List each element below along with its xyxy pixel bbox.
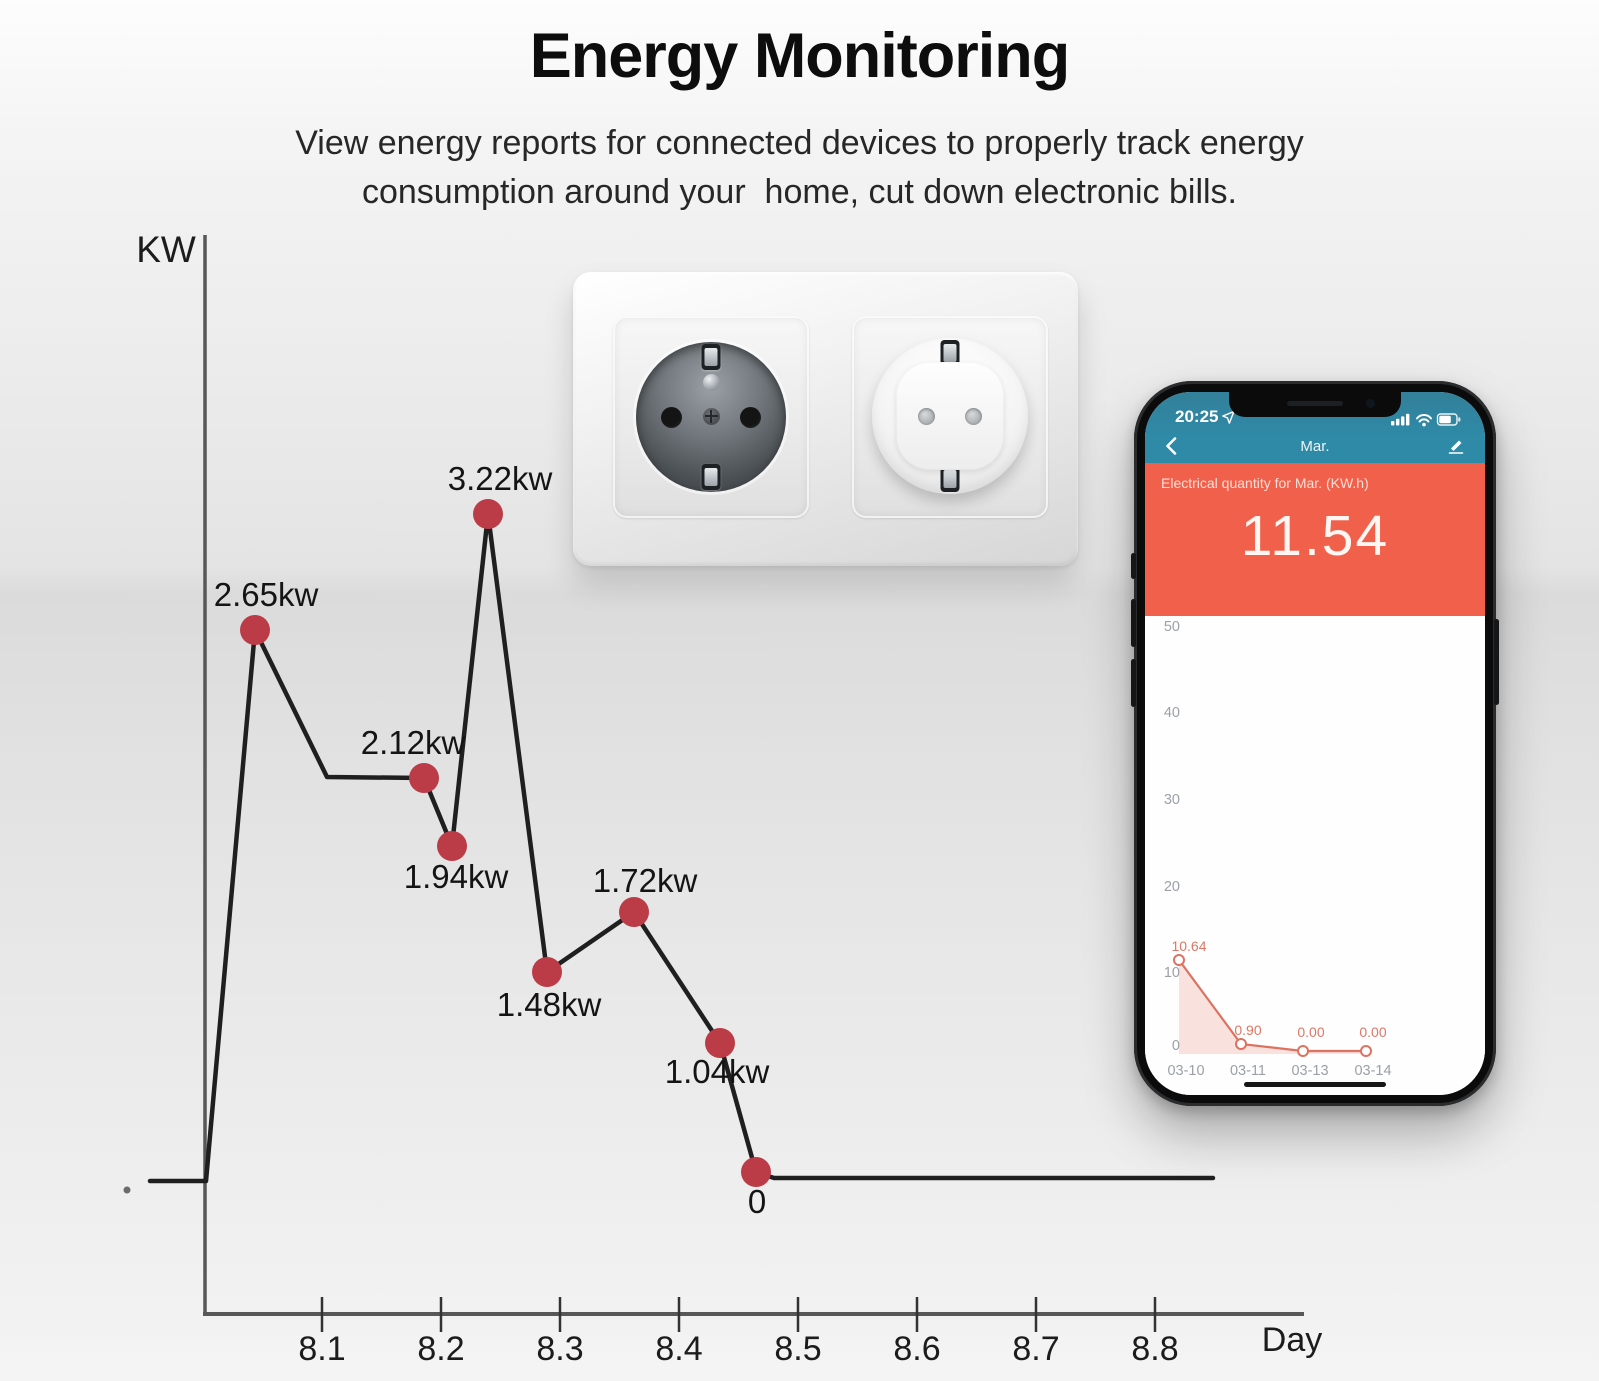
data-point-dot (741, 1157, 771, 1187)
x-tick-label: 8.4 (655, 1330, 702, 1368)
plug-hole-left (918, 408, 935, 425)
back-chevron-icon[interactable] (1165, 437, 1177, 455)
energy-line (147, 511, 1216, 1184)
plug-clip-top (940, 340, 960, 366)
battery-icon (1436, 413, 1461, 426)
ground-clip-bottom (701, 464, 721, 490)
center-screw-icon (703, 408, 720, 425)
status-bar: 20:25 (1145, 392, 1485, 429)
status-time: 20:25 (1175, 407, 1236, 427)
data-point-dot (409, 763, 439, 793)
wall-socket-image (573, 272, 1078, 566)
phone-screen: 20:25 (1145, 392, 1485, 1095)
data-point-label: 1.04kw (665, 1053, 770, 1090)
socket-left-outlet (613, 316, 809, 518)
power-button (1494, 619, 1499, 705)
electric-quantity-panel: Electrical quantity for Mar. (KW.h) 11.5… (1145, 463, 1485, 616)
x-tick-label: 8.6 (893, 1330, 940, 1368)
home-indicator (1244, 1082, 1386, 1087)
plug-hole-right (965, 408, 982, 425)
location-arrow-icon (1222, 410, 1236, 424)
volume-down-button (1131, 659, 1136, 707)
electric-quantity-label: Electrical quantity for Mar. (KW.h) (1161, 475, 1369, 491)
data-point-label: 1.72kw (593, 862, 698, 899)
x-tick-label: 8.2 (417, 1330, 464, 1368)
status-icons (1391, 412, 1461, 427)
electric-quantity-value: 11.54 (1240, 504, 1390, 568)
data-point-dot (437, 831, 467, 861)
data-point-label: 2.65kw (214, 576, 319, 613)
data-point-label: 1.94kw (404, 858, 509, 895)
data-point-dot (619, 897, 649, 927)
phone-chart-area (1145, 616, 1485, 1095)
screw-icon (703, 374, 720, 391)
pin-hole-left (661, 407, 682, 428)
y-axis-title: KW (136, 229, 196, 270)
smartphone-mockup: 20:25 (1131, 381, 1499, 1106)
front-camera-icon (1366, 399, 1375, 408)
data-point-dot (240, 615, 270, 645)
cellular-signal-icon (1391, 413, 1410, 426)
data-point-label: 3.22kw (448, 460, 553, 497)
data-point-label: 1.48kw (497, 986, 602, 1023)
volume-up-button (1131, 599, 1136, 647)
smart-plug-image (872, 338, 1028, 494)
subtitle-line-1: View energy reports for connected device… (295, 124, 1304, 162)
pencil-edit-icon[interactable] (1447, 437, 1465, 455)
x-axis-title: Day (1262, 1321, 1322, 1359)
data-point-label: 2.12kw (361, 724, 466, 761)
app-nav-bar: Mar. (1145, 429, 1485, 463)
status-icon-group (1391, 413, 1461, 427)
data-point-label: 0 (748, 1183, 766, 1220)
clock-text: 20:25 (1175, 407, 1219, 426)
pin-hole-right (740, 407, 761, 428)
wifi-icon (1416, 414, 1432, 427)
x-tick-label: 8.7 (1012, 1330, 1059, 1368)
stray-dot (123, 1186, 131, 1194)
earpiece-speaker-icon (1287, 401, 1343, 406)
mute-switch (1131, 553, 1136, 579)
x-tick-label: 8.3 (536, 1330, 583, 1368)
data-point-dot (473, 499, 503, 529)
x-tick-label: 8.5 (774, 1330, 821, 1368)
phone-notch (1229, 392, 1401, 417)
socket-right-outlet (852, 316, 1048, 518)
ground-clip-top (701, 344, 721, 370)
data-point-dot (532, 957, 562, 987)
data-point-dot (705, 1028, 735, 1058)
app-nav-title: Mar. (1300, 437, 1330, 455)
smart-plug-face (896, 362, 1004, 470)
socket-recess (636, 342, 786, 492)
plug-clip-bottom (940, 466, 960, 492)
x-tick-label: 8.8 (1131, 1330, 1178, 1368)
subtitle-line-2: consumption around your home, cut down e… (361, 173, 1238, 211)
page-title: Energy Monitoring (529, 21, 1070, 91)
x-tick-label: 8.1 (298, 1330, 345, 1368)
